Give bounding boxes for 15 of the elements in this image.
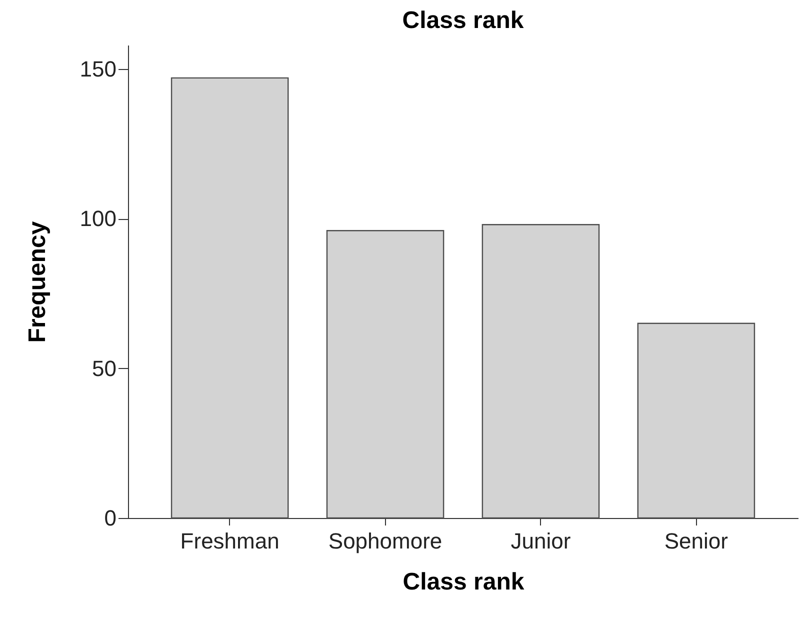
y-tick-label: 0 bbox=[104, 506, 116, 530]
x-axis-title: Class rank bbox=[402, 568, 525, 596]
bar bbox=[170, 77, 289, 519]
y-tick-label: 150 bbox=[80, 56, 116, 82]
y-tick-label: 50 bbox=[92, 356, 116, 381]
y-tick-label: 100 bbox=[80, 206, 116, 232]
bar bbox=[326, 230, 444, 519]
chart-title: Class rank bbox=[402, 7, 524, 34]
bar bbox=[637, 322, 756, 519]
x-tick-label: Junior bbox=[510, 528, 571, 554]
bar bbox=[482, 224, 600, 519]
x-tick-label: Senior bbox=[664, 528, 728, 554]
y-axis-title: Frequency bbox=[24, 220, 51, 343]
x-tick-label: Freshman bbox=[180, 528, 280, 554]
x-tick-label: Sophomore bbox=[328, 528, 442, 554]
